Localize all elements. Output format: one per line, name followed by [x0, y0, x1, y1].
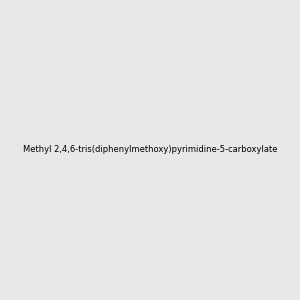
- Text: Methyl 2,4,6-tris(diphenylmethoxy)pyrimidine-5-carboxylate: Methyl 2,4,6-tris(diphenylmethoxy)pyrimi…: [23, 146, 277, 154]
